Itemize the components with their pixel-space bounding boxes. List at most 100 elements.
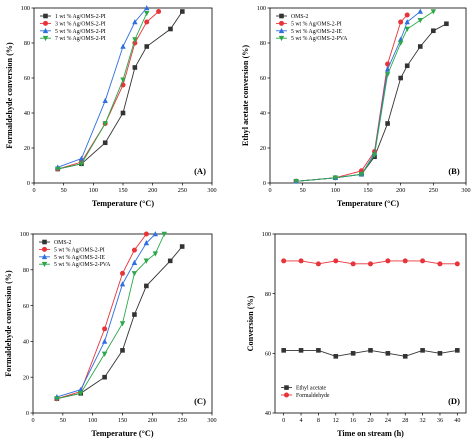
legend-label: 3 wt % Ag/OMS-2-PI: [55, 21, 106, 27]
y-tick-label: 80: [265, 291, 271, 298]
data-point: [431, 28, 436, 34]
data-point: [143, 258, 150, 264]
series-line: [57, 11, 159, 170]
series-line: [57, 11, 183, 170]
x-tick-label: 50: [61, 187, 67, 194]
legend-label: 5 wt % Ag/OMS-2-PVA: [291, 36, 348, 42]
x-tick-label: 24: [385, 417, 391, 424]
data-point: [167, 258, 173, 264]
data-point: [315, 261, 321, 267]
data-point: [144, 44, 150, 49]
x-tick-label: 300: [207, 417, 216, 424]
data-point: [120, 110, 126, 116]
x-tick-label: 200: [148, 417, 157, 424]
legend-label: 5 wt % Ag/OMS-2-PI: [54, 247, 105, 253]
legend-marker: [42, 35, 49, 42]
x-axis-label: Temperature (°C): [91, 429, 153, 438]
y-axis-label: Formaldehyde conversion (%): [4, 270, 13, 377]
data-point: [298, 348, 304, 353]
data-point: [332, 175, 339, 181]
legend-label: 1 wt % Ag/OMS-2-PI: [55, 14, 106, 20]
x-tick-label: 40: [454, 417, 460, 424]
data-point: [102, 140, 108, 146]
data-point: [402, 258, 408, 264]
x-tick-label: 150: [363, 187, 372, 194]
x-tick-label: 200: [148, 187, 157, 194]
data-point: [101, 351, 108, 357]
data-point: [161, 231, 167, 237]
legend-marker: [278, 27, 285, 34]
series: [281, 258, 460, 267]
data-point: [120, 43, 126, 49]
panel-label: (A): [194, 166, 206, 176]
legend-marker: [41, 261, 48, 268]
data-point: [131, 247, 137, 253]
x-tick-label: 50: [60, 417, 66, 424]
y-tick-label: 40: [24, 110, 30, 117]
data-point: [144, 10, 150, 17]
panel-label: (D): [448, 396, 460, 406]
series: [293, 8, 423, 184]
x-tick-label: 100: [331, 187, 340, 194]
series-line: [296, 23, 447, 182]
data-point: [102, 97, 108, 104]
legend-label: 7 wt % Ag/OMS-2-PI: [55, 36, 106, 42]
data-point: [102, 121, 108, 127]
data-point: [143, 231, 149, 237]
data-point: [120, 348, 125, 353]
x-tick-label: 150: [118, 187, 127, 194]
data-point: [398, 75, 403, 81]
x-tick-label: 100: [88, 417, 97, 424]
legend-marker: [43, 20, 48, 26]
x-tick-label: 200: [396, 187, 405, 194]
data-point: [371, 152, 378, 158]
data-point: [397, 40, 404, 46]
x-tick-label: 0: [268, 187, 271, 194]
data-point: [168, 26, 173, 32]
x-tick-label: 32: [419, 417, 425, 424]
data-point: [385, 61, 391, 67]
series-line: [57, 7, 148, 168]
y-tick-label: 60: [260, 75, 266, 82]
y-tick-label: 80: [23, 267, 29, 274]
data-point: [384, 72, 391, 78]
y-axis-label: Conversion (%): [246, 295, 255, 351]
panel-label: (C): [194, 396, 206, 406]
data-point: [120, 77, 126, 83]
legend-marker: [284, 385, 289, 390]
data-point: [55, 166, 61, 172]
x-tick-label: 100: [89, 187, 98, 194]
legend-marker: [279, 13, 284, 19]
data-point: [78, 391, 84, 397]
data-point: [54, 396, 60, 402]
data-point: [404, 19, 410, 25]
data-point: [131, 259, 138, 265]
data-point: [404, 12, 410, 18]
y-tick-label: 40: [260, 110, 266, 117]
data-point: [368, 348, 373, 353]
x-tick-label: 150: [118, 417, 127, 424]
data-point: [420, 348, 425, 353]
x-axis-label: Time on stream (h): [337, 429, 404, 438]
series: [281, 348, 460, 359]
data-point: [101, 338, 108, 344]
data-point: [156, 9, 162, 14]
x-tick-label: 36: [437, 417, 443, 424]
series: [293, 9, 437, 185]
data-point: [281, 258, 287, 264]
y-axis-label: Ethyl acetate conversion (%): [241, 45, 250, 146]
data-point: [144, 283, 149, 289]
legend-marker: [43, 13, 48, 19]
data-point: [293, 178, 299, 185]
series-line: [56, 246, 183, 400]
chart-panel: 0 50 100 150 200 250 300 0 20 40 60 80 100 Temperatur…: [241, 5, 471, 208]
y-tick-label: 20: [24, 145, 30, 152]
legend-label: Ethyl acetate: [296, 386, 327, 392]
legend: 1 wt % Ag/OMS-2-PI3 wt % Ag/OMS-2-PI 5 wt…: [40, 13, 106, 42]
y-tick-label: 80: [260, 40, 266, 47]
legend-label: OMS-2: [291, 14, 308, 20]
data-point: [152, 231, 159, 237]
x-tick-label: 16: [350, 417, 356, 424]
data-point: [350, 261, 356, 267]
